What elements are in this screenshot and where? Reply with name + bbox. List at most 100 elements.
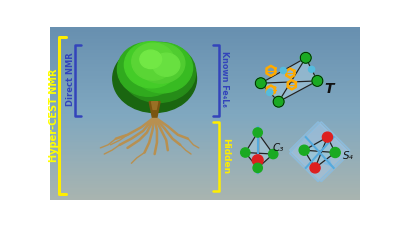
- Bar: [50, 108, 360, 110]
- Bar: [50, 66, 360, 69]
- Bar: [50, 189, 360, 192]
- Bar: [50, 130, 360, 133]
- Bar: [50, 63, 360, 65]
- Text: S₄: S₄: [343, 151, 354, 161]
- Bar: [50, 146, 360, 148]
- Bar: [50, 104, 360, 107]
- Bar: [50, 127, 360, 129]
- Circle shape: [255, 78, 266, 89]
- Bar: [50, 111, 360, 114]
- Bar: [50, 128, 360, 131]
- Bar: [50, 141, 360, 143]
- Bar: [50, 134, 360, 136]
- Bar: [50, 158, 360, 160]
- Bar: [50, 196, 360, 198]
- Bar: [50, 132, 360, 134]
- Polygon shape: [261, 81, 317, 102]
- Polygon shape: [149, 102, 160, 117]
- Bar: [50, 198, 360, 200]
- Bar: [50, 139, 360, 141]
- Bar: [50, 59, 360, 62]
- Bar: [50, 80, 360, 82]
- Text: Known Fe₄L₆: Known Fe₄L₆: [220, 52, 229, 107]
- Polygon shape: [152, 102, 158, 109]
- Bar: [50, 115, 360, 117]
- Circle shape: [312, 76, 323, 86]
- Polygon shape: [315, 137, 335, 168]
- Bar: [50, 52, 360, 55]
- Bar: [50, 184, 360, 186]
- Bar: [50, 68, 360, 70]
- Bar: [50, 82, 360, 84]
- Bar: [50, 96, 360, 98]
- Bar: [50, 42, 360, 44]
- Bar: [50, 87, 360, 89]
- Bar: [50, 173, 360, 176]
- Bar: [50, 120, 360, 122]
- Ellipse shape: [132, 43, 174, 80]
- Ellipse shape: [113, 45, 196, 112]
- Bar: [50, 101, 360, 103]
- Circle shape: [268, 149, 278, 159]
- Bar: [50, 37, 360, 39]
- Bar: [50, 73, 360, 76]
- Bar: [50, 153, 360, 155]
- Circle shape: [299, 145, 309, 155]
- Bar: [50, 38, 360, 41]
- Bar: [50, 92, 360, 94]
- Bar: [50, 148, 360, 150]
- Bar: [50, 64, 360, 67]
- Bar: [50, 168, 360, 171]
- Circle shape: [253, 128, 262, 137]
- Text: Hidden: Hidden: [221, 138, 230, 174]
- Bar: [50, 57, 360, 60]
- Bar: [50, 56, 360, 58]
- Bar: [50, 28, 360, 30]
- Bar: [50, 142, 360, 145]
- Circle shape: [300, 52, 311, 63]
- Bar: [50, 135, 360, 138]
- Text: Direct NMR: Direct NMR: [66, 52, 76, 106]
- Bar: [50, 83, 360, 86]
- Bar: [50, 75, 360, 77]
- Polygon shape: [245, 133, 273, 154]
- Bar: [50, 85, 360, 88]
- Bar: [50, 106, 360, 108]
- Bar: [50, 151, 360, 153]
- Polygon shape: [258, 133, 273, 168]
- Bar: [50, 166, 360, 169]
- Circle shape: [273, 96, 284, 107]
- Polygon shape: [245, 153, 273, 168]
- Ellipse shape: [140, 50, 162, 69]
- Bar: [50, 144, 360, 146]
- Bar: [50, 125, 360, 128]
- Circle shape: [322, 132, 332, 142]
- Bar: [50, 70, 360, 72]
- Bar: [50, 149, 360, 152]
- Circle shape: [267, 89, 273, 96]
- Bar: [50, 193, 360, 195]
- Bar: [50, 94, 360, 96]
- Ellipse shape: [153, 53, 180, 76]
- Bar: [50, 186, 360, 188]
- Bar: [50, 97, 360, 100]
- Bar: [50, 44, 360, 46]
- Bar: [50, 116, 360, 119]
- Polygon shape: [290, 122, 350, 182]
- Bar: [50, 175, 360, 178]
- Bar: [50, 32, 360, 34]
- Polygon shape: [290, 122, 350, 182]
- Bar: [50, 109, 360, 112]
- Bar: [50, 182, 360, 185]
- Bar: [50, 90, 360, 93]
- Polygon shape: [304, 150, 335, 168]
- Polygon shape: [304, 137, 328, 168]
- Circle shape: [241, 148, 250, 157]
- Bar: [50, 54, 360, 56]
- Bar: [50, 26, 360, 29]
- Ellipse shape: [137, 43, 185, 83]
- Bar: [50, 161, 360, 164]
- Bar: [50, 156, 360, 159]
- Bar: [50, 165, 360, 167]
- Text: Hyper-CEST NMR: Hyper-CEST NMR: [49, 69, 59, 162]
